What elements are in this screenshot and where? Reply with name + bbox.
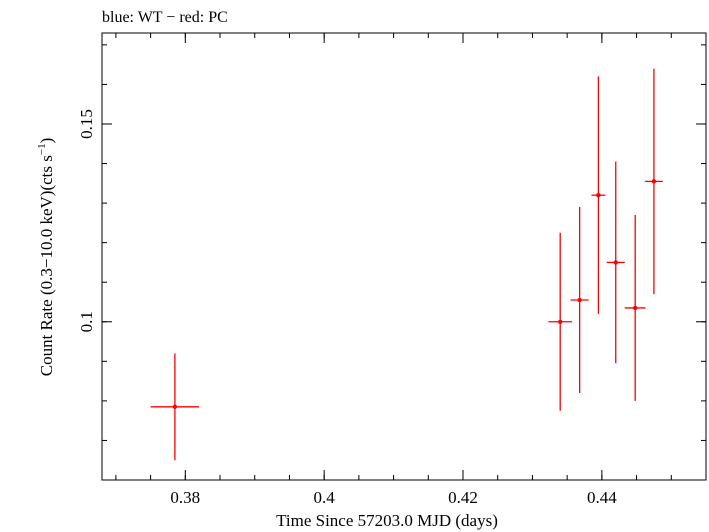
point-marker bbox=[613, 260, 618, 265]
data-point bbox=[644, 68, 663, 295]
point-marker bbox=[577, 297, 582, 303]
x-tick-label: 0.38 bbox=[170, 488, 200, 507]
data-point bbox=[591, 76, 606, 314]
x-tick-label: 0.44 bbox=[587, 488, 617, 507]
point-marker bbox=[596, 192, 601, 198]
y-axis-label-close: ) bbox=[37, 138, 56, 144]
point-marker bbox=[632, 305, 638, 311]
x-tick-label: 0.42 bbox=[448, 488, 478, 507]
y-tick-label: 0.15 bbox=[77, 109, 96, 139]
point-marker bbox=[558, 319, 563, 324]
axis-ticks bbox=[102, 33, 707, 481]
plot-frame bbox=[101, 32, 707, 481]
point-marker bbox=[651, 179, 657, 184]
x-tick-label: 0.4 bbox=[314, 488, 336, 507]
data-point bbox=[570, 207, 589, 393]
data-point bbox=[606, 161, 625, 364]
axis-tick-labels: 0.38 0.4 0.42 0.44 0.1 0.15 bbox=[77, 109, 617, 507]
data-point bbox=[624, 214, 646, 401]
y-axis-label: Count Rate (0.3−10.0 keV)(cts s−1) bbox=[36, 138, 56, 377]
chart-title: blue: WT − red: PC bbox=[102, 9, 228, 26]
data-point bbox=[150, 353, 200, 461]
y-tick-label: 0.1 bbox=[77, 311, 96, 332]
data-point bbox=[548, 232, 573, 411]
x-axis-label: Time Since 57203.0 MJD (days) bbox=[276, 511, 498, 530]
point-marker bbox=[172, 404, 178, 410]
y-axis-label-main: Count Rate (0.3−10.0 keV)(cts s bbox=[37, 155, 56, 376]
data-points bbox=[150, 68, 663, 461]
y-axis-label-exponent: −1 bbox=[36, 143, 48, 155]
